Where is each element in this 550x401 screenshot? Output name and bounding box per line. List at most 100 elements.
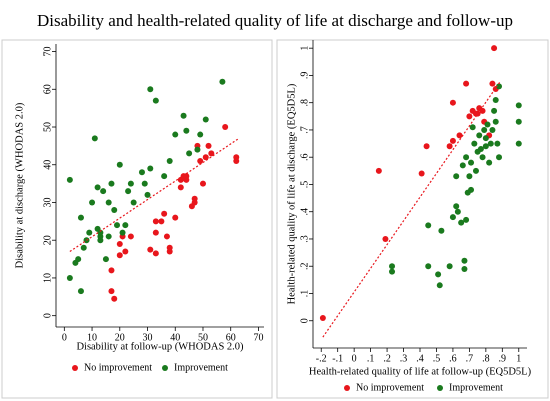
point [183, 173, 190, 180]
legend-label: No improvement [356, 382, 424, 393]
x-axis-title: Disability at follow-up (WHODAS 2.0) [76, 341, 244, 352]
point [456, 132, 463, 139]
point [469, 124, 476, 131]
point [108, 180, 115, 187]
x-tick-label: .8 [482, 353, 490, 364]
point [482, 143, 489, 150]
point [172, 214, 179, 221]
point [97, 229, 104, 236]
x-tick-label: .4 [416, 353, 424, 364]
point [382, 235, 389, 242]
y-tick-label: 0 [42, 313, 53, 318]
point [219, 78, 226, 85]
point [202, 154, 209, 161]
point [479, 154, 486, 161]
point [319, 315, 326, 322]
point [205, 142, 212, 149]
point [436, 282, 443, 289]
point [152, 229, 159, 236]
point [100, 188, 107, 195]
legend-label: No improvement [84, 362, 152, 373]
y-tick-label: 30 [42, 197, 53, 207]
point [446, 263, 453, 270]
y-tick-label: 10 [42, 273, 53, 283]
x-tick-label: -.2 [316, 353, 327, 364]
point [463, 80, 470, 87]
point [449, 137, 456, 144]
point [80, 244, 87, 251]
x-tick-label: 40 [170, 332, 180, 343]
point [453, 173, 460, 180]
point [222, 124, 229, 131]
point [152, 250, 159, 257]
point [425, 263, 432, 270]
point [94, 184, 101, 191]
point [108, 267, 115, 274]
point [180, 112, 187, 119]
point [453, 203, 460, 210]
point [194, 146, 201, 153]
y-axis-title: Health-related quality of life at discha… [286, 83, 297, 304]
point [119, 229, 126, 236]
point [105, 199, 112, 206]
point [484, 121, 491, 128]
point [147, 246, 154, 253]
point [111, 295, 118, 302]
x-tick-label: .3 [400, 353, 408, 364]
y-tick-label: .6 [299, 153, 310, 161]
y-tick-label: 60 [42, 84, 53, 94]
x-axis-title: Health-related quality of life at follow… [309, 366, 532, 377]
point [463, 216, 470, 223]
point [491, 45, 498, 52]
x-tick-label: .1 [367, 353, 375, 364]
x-tick-label: .2 [383, 353, 391, 364]
point [197, 157, 204, 164]
legend-marker [162, 365, 168, 371]
legend-marker [72, 365, 78, 371]
y-tick-label: .9 [299, 72, 310, 80]
point [487, 140, 494, 147]
point [477, 146, 484, 153]
point [108, 288, 115, 295]
point [114, 222, 121, 229]
point [481, 126, 488, 133]
point [77, 214, 84, 221]
point [472, 167, 479, 174]
point [466, 173, 473, 180]
point [97, 237, 104, 244]
point [166, 248, 173, 255]
point [458, 219, 465, 226]
y-tick-label: .4 [299, 208, 310, 216]
x-tick-label: 60 [226, 332, 236, 343]
point [152, 97, 159, 104]
point [66, 176, 73, 183]
point [492, 118, 499, 125]
point [468, 159, 475, 166]
legend-marker [344, 385, 350, 391]
trend-line [69, 137, 240, 253]
y-tick-label: .2 [299, 262, 310, 270]
point [375, 167, 382, 174]
point [461, 265, 468, 272]
x-tick-label: 30 [143, 332, 153, 343]
point [491, 107, 498, 114]
point [152, 218, 159, 225]
point [116, 161, 123, 168]
panel-frame [1, 39, 273, 399]
point [418, 170, 425, 177]
point [489, 126, 496, 133]
x-tick-label: 0 [352, 353, 357, 364]
point [449, 214, 456, 221]
legend-marker [437, 385, 443, 391]
y-tick-label: 20 [42, 235, 53, 245]
point [389, 263, 396, 270]
point [144, 191, 151, 198]
point [125, 188, 132, 195]
point [482, 135, 489, 142]
x-tick-label: 50 [198, 332, 208, 343]
y-tick-label: 1 [299, 46, 310, 51]
x-tick-label: .9 [499, 353, 507, 364]
panel-frame [276, 39, 549, 399]
point [127, 180, 134, 187]
